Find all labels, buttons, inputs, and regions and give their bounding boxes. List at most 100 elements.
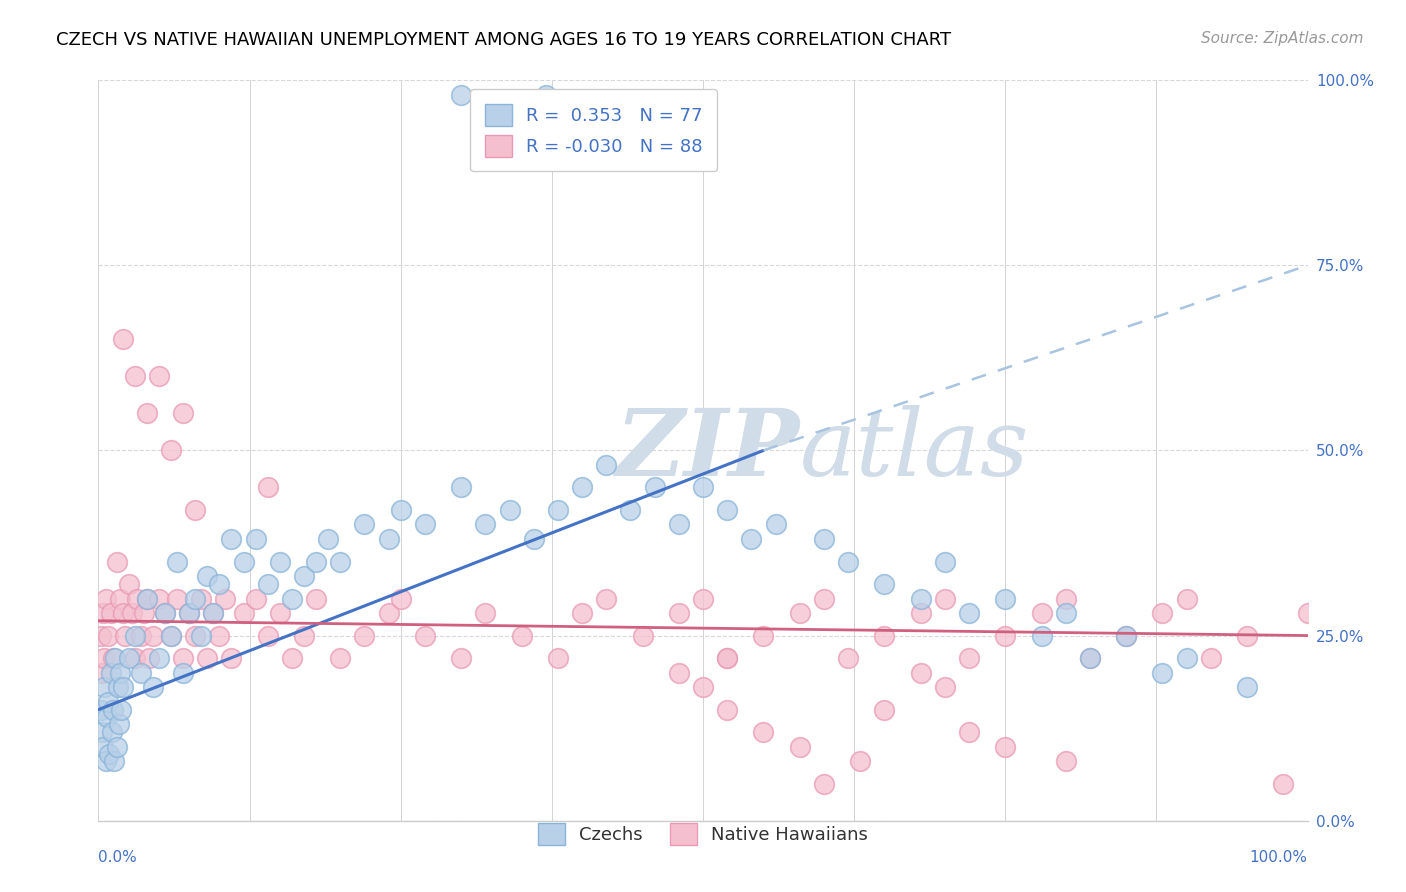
Point: [107, 681, 129, 695]
Point: [934, 681, 956, 695]
Point: [91, 665, 114, 680]
Point: [619, 502, 641, 516]
Point: [413, 517, 436, 532]
Point: [292, 569, 315, 583]
Point: [269, 607, 291, 621]
Point: [910, 591, 932, 606]
Text: atlas: atlas: [800, 406, 1029, 495]
Point: [692, 681, 714, 695]
Point: [124, 650, 146, 665]
Point: [114, 628, 136, 642]
Point: [765, 517, 787, 532]
Point: [873, 576, 896, 591]
Point: [91, 739, 114, 754]
Point: [450, 650, 472, 665]
Point: [110, 703, 132, 717]
Text: CZECH VS NATIVE HAWAIIAN UNEMPLOYMENT AMONG AGES 16 TO 19 YEARS CORRELATION CHAR: CZECH VS NATIVE HAWAIIAN UNEMPLOYMENT AM…: [56, 31, 952, 49]
Point: [160, 443, 183, 458]
Point: [450, 88, 472, 103]
Point: [121, 607, 143, 621]
Point: [1152, 665, 1174, 680]
Point: [208, 628, 231, 642]
Point: [595, 591, 617, 606]
Point: [129, 628, 152, 642]
Point: [534, 88, 557, 103]
Point: [138, 650, 160, 665]
Point: [153, 607, 176, 621]
Point: [305, 591, 328, 606]
Point: [184, 502, 207, 516]
Point: [1078, 650, 1101, 665]
Point: [90, 628, 112, 642]
Text: Source: ZipAtlas.com: Source: ZipAtlas.com: [1201, 31, 1364, 46]
Point: [111, 333, 134, 347]
Text: ZIP: ZIP: [616, 406, 800, 495]
Point: [523, 533, 546, 547]
Point: [873, 628, 896, 642]
Point: [108, 665, 131, 680]
Point: [692, 591, 714, 606]
Point: [934, 555, 956, 569]
Point: [692, 481, 714, 495]
Point: [716, 650, 738, 665]
Point: [195, 650, 218, 665]
Point: [184, 628, 207, 642]
Point: [93, 650, 115, 665]
Text: 0.0%: 0.0%: [98, 850, 138, 865]
Point: [305, 555, 328, 569]
Point: [129, 665, 152, 680]
Point: [329, 555, 352, 569]
Point: [281, 591, 304, 606]
Point: [994, 739, 1017, 754]
Point: [631, 628, 654, 642]
Point: [837, 555, 859, 569]
Point: [90, 703, 112, 717]
Point: [813, 533, 835, 547]
Point: [934, 591, 956, 606]
Point: [292, 628, 315, 642]
Point: [172, 407, 194, 421]
Point: [142, 681, 165, 695]
Point: [93, 681, 115, 695]
Point: [281, 650, 304, 665]
Point: [789, 607, 811, 621]
Point: [813, 591, 835, 606]
Point: [135, 591, 157, 606]
Point: [166, 555, 188, 569]
Point: [96, 710, 118, 724]
Point: [389, 502, 412, 516]
Point: [101, 650, 124, 665]
Y-axis label: Unemployment Among Ages 16 to 19 years: Unemployment Among Ages 16 to 19 years: [0, 283, 7, 618]
Point: [190, 591, 212, 606]
Point: [873, 703, 896, 717]
Point: [716, 502, 738, 516]
Point: [498, 502, 520, 516]
Point: [837, 650, 859, 665]
Point: [135, 591, 157, 606]
Point: [160, 628, 183, 642]
Point: [1054, 755, 1077, 769]
Point: [910, 607, 932, 621]
Point: [1236, 681, 1258, 695]
Point: [100, 607, 122, 621]
Point: [1115, 628, 1137, 642]
Point: [1031, 607, 1053, 621]
Point: [957, 650, 980, 665]
Point: [377, 533, 399, 547]
Point: [202, 607, 225, 621]
Point: [813, 776, 835, 791]
Point: [98, 747, 121, 761]
Point: [269, 555, 291, 569]
Point: [202, 607, 225, 621]
Point: [105, 555, 128, 569]
Legend: Czechs, Native Hawaiians: Czechs, Native Hawaiians: [530, 816, 876, 853]
Point: [118, 576, 141, 591]
Point: [148, 369, 170, 384]
Point: [910, 665, 932, 680]
Point: [94, 591, 117, 606]
Point: [166, 591, 188, 606]
Point: [1175, 591, 1198, 606]
Point: [221, 650, 243, 665]
Point: [595, 458, 617, 473]
Point: [413, 628, 436, 642]
